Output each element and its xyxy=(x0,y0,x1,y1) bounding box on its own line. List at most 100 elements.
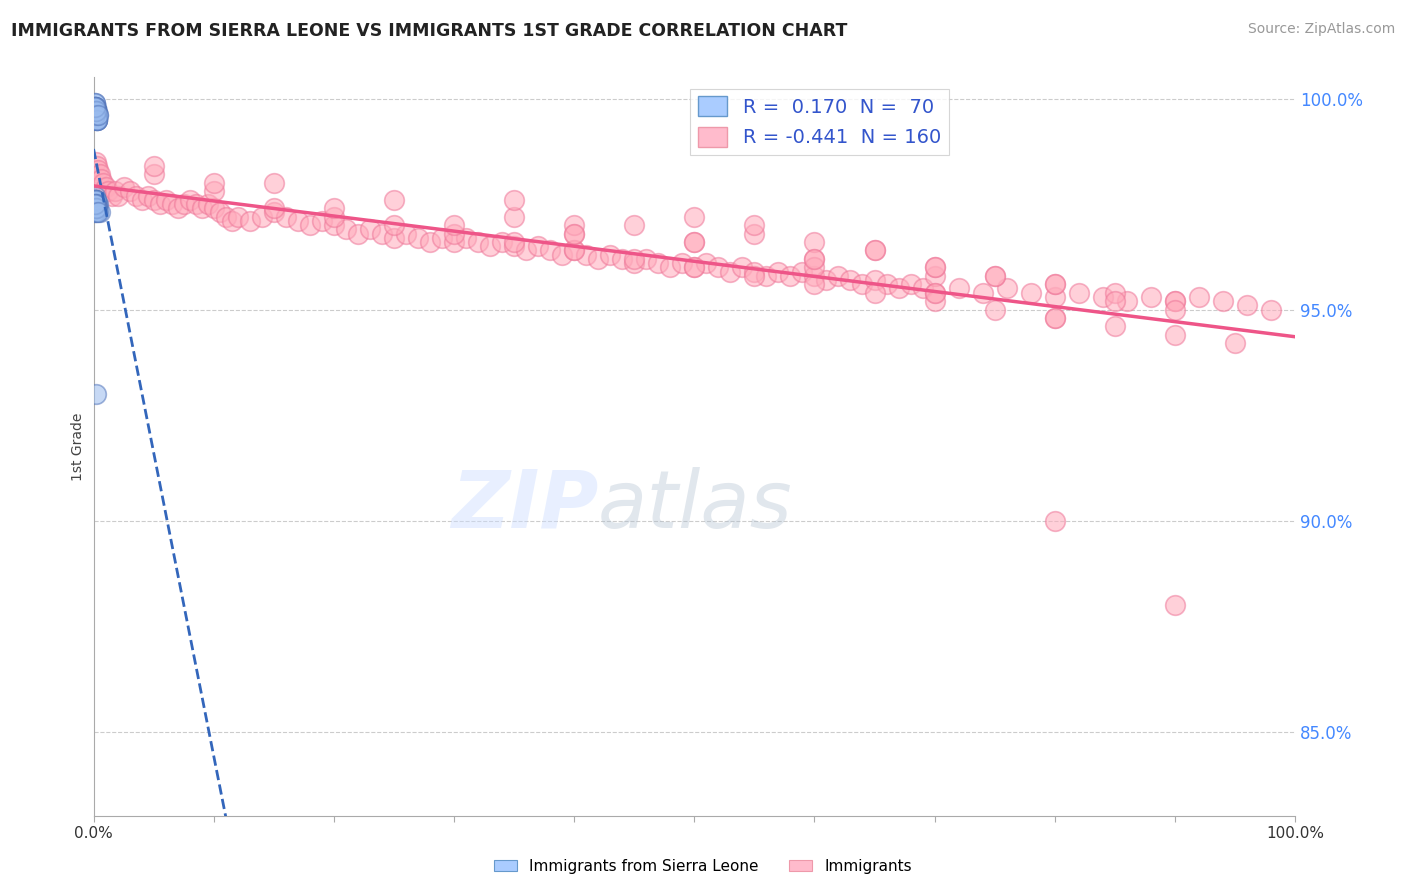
Point xyxy=(86,112,108,127)
Point xyxy=(815,273,838,287)
Point xyxy=(599,248,621,262)
Point xyxy=(803,252,825,266)
Point xyxy=(86,197,108,211)
Point xyxy=(86,108,108,122)
Y-axis label: 1st Grade: 1st Grade xyxy=(72,412,86,481)
Point xyxy=(84,201,107,215)
Point xyxy=(239,214,262,228)
Point xyxy=(190,201,212,215)
Point xyxy=(1223,336,1246,351)
Point xyxy=(84,154,107,169)
Point xyxy=(84,197,107,211)
Point xyxy=(84,104,107,119)
Point xyxy=(142,159,165,173)
Point xyxy=(803,260,825,275)
Point xyxy=(623,218,645,232)
Point xyxy=(382,218,405,232)
Point xyxy=(695,256,717,270)
Point xyxy=(83,193,105,207)
Point xyxy=(562,244,585,258)
Point xyxy=(87,205,110,219)
Point xyxy=(84,201,107,215)
Point xyxy=(503,239,526,253)
Point xyxy=(83,95,105,110)
Point xyxy=(1188,290,1211,304)
Point xyxy=(87,108,110,122)
Point xyxy=(83,188,105,202)
Point xyxy=(1140,290,1163,304)
Legend: R =  0.170  N =  70, R = -0.441  N = 160: R = 0.170 N = 70, R = -0.441 N = 160 xyxy=(690,88,949,155)
Point xyxy=(298,218,321,232)
Point xyxy=(184,197,207,211)
Point xyxy=(1260,302,1282,317)
Point xyxy=(84,197,107,211)
Point xyxy=(83,100,105,114)
Point xyxy=(1043,514,1066,528)
Point xyxy=(887,281,910,295)
Point xyxy=(659,260,682,275)
Point xyxy=(84,108,107,122)
Point xyxy=(779,268,801,283)
Point xyxy=(136,188,159,202)
Point xyxy=(83,100,105,114)
Point xyxy=(924,260,946,275)
Point xyxy=(382,231,405,245)
Point xyxy=(371,227,394,241)
Point xyxy=(443,218,465,232)
Point xyxy=(83,108,105,122)
Point xyxy=(1164,598,1187,612)
Point xyxy=(179,193,201,207)
Point xyxy=(86,201,108,215)
Point xyxy=(623,252,645,266)
Point xyxy=(983,268,1005,283)
Point xyxy=(86,112,108,127)
Point xyxy=(274,210,297,224)
Point xyxy=(803,252,825,266)
Point xyxy=(155,193,177,207)
Point xyxy=(527,239,550,253)
Point xyxy=(924,285,946,300)
Point xyxy=(731,260,754,275)
Point xyxy=(1043,277,1066,292)
Point xyxy=(1164,294,1187,309)
Point xyxy=(83,100,105,114)
Point xyxy=(226,210,249,224)
Point xyxy=(768,264,790,278)
Text: Source: ZipAtlas.com: Source: ZipAtlas.com xyxy=(1247,22,1395,37)
Point xyxy=(562,244,585,258)
Point xyxy=(84,100,107,114)
Point xyxy=(197,197,219,211)
Point xyxy=(744,268,766,283)
Point xyxy=(202,176,225,190)
Point xyxy=(215,210,238,224)
Point xyxy=(97,185,120,199)
Point xyxy=(1019,285,1042,300)
Point xyxy=(83,193,105,207)
Point xyxy=(683,260,706,275)
Point xyxy=(671,256,693,270)
Point xyxy=(83,193,105,207)
Point xyxy=(683,235,706,249)
Point xyxy=(84,197,107,211)
Point xyxy=(83,197,105,211)
Point xyxy=(1091,290,1114,304)
Point xyxy=(803,277,825,292)
Point xyxy=(636,252,658,266)
Point xyxy=(94,180,117,194)
Point xyxy=(1164,302,1187,317)
Point xyxy=(1043,310,1066,325)
Point xyxy=(839,273,862,287)
Legend: Immigrants from Sierra Leone, Immigrants: Immigrants from Sierra Leone, Immigrants xyxy=(488,853,918,880)
Point xyxy=(84,201,107,215)
Point xyxy=(84,104,107,119)
Point xyxy=(287,214,309,228)
Point xyxy=(91,176,114,190)
Point xyxy=(876,277,898,292)
Point xyxy=(551,248,574,262)
Point xyxy=(87,163,110,178)
Point xyxy=(86,108,108,122)
Point xyxy=(89,168,111,182)
Point xyxy=(83,100,105,114)
Point xyxy=(454,231,477,245)
Point xyxy=(83,95,105,110)
